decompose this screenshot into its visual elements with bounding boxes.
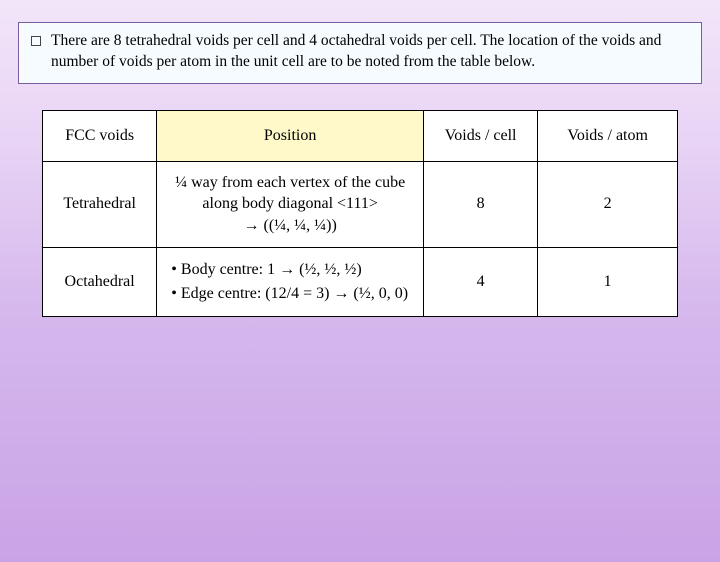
col-header-voids-cell: Voids / cell — [423, 110, 537, 161]
fcc-voids-table: FCC voids Position Voids / cell Voids / … — [42, 110, 678, 317]
col-header-voids-atom: Voids / atom — [538, 110, 678, 161]
note-row: There are 8 tetrahedral voids per cell a… — [31, 31, 689, 73]
note-text: There are 8 tetrahedral voids per cell a… — [51, 31, 689, 73]
table-row: Tetrahedral ¼ way from each vertex of th… — [43, 161, 678, 247]
cell-void-type: Octahedral — [43, 247, 157, 316]
cell-voids-per-cell: 8 — [423, 161, 537, 247]
cell-void-type: Tetrahedral — [43, 161, 157, 247]
col-header-fcc-voids: FCC voids — [43, 110, 157, 161]
cell-position: • Body centre: 1 → (½, ½, ½)• Edge centr… — [157, 247, 424, 316]
table-row: Octahedral • Body centre: 1 → (½, ½, ½)•… — [43, 247, 678, 316]
note-box: There are 8 tetrahedral voids per cell a… — [18, 22, 702, 84]
table-header-row: FCC voids Position Voids / cell Voids / … — [43, 110, 678, 161]
table-container: FCC voids Position Voids / cell Voids / … — [42, 110, 678, 317]
cell-voids-per-cell: 4 — [423, 247, 537, 316]
col-header-position: Position — [157, 110, 424, 161]
cell-position: ¼ way from each vertex of the cubealong … — [157, 161, 424, 247]
cell-voids-per-atom: 1 — [538, 247, 678, 316]
cell-voids-per-atom: 2 — [538, 161, 678, 247]
square-bullet-icon — [31, 36, 41, 46]
